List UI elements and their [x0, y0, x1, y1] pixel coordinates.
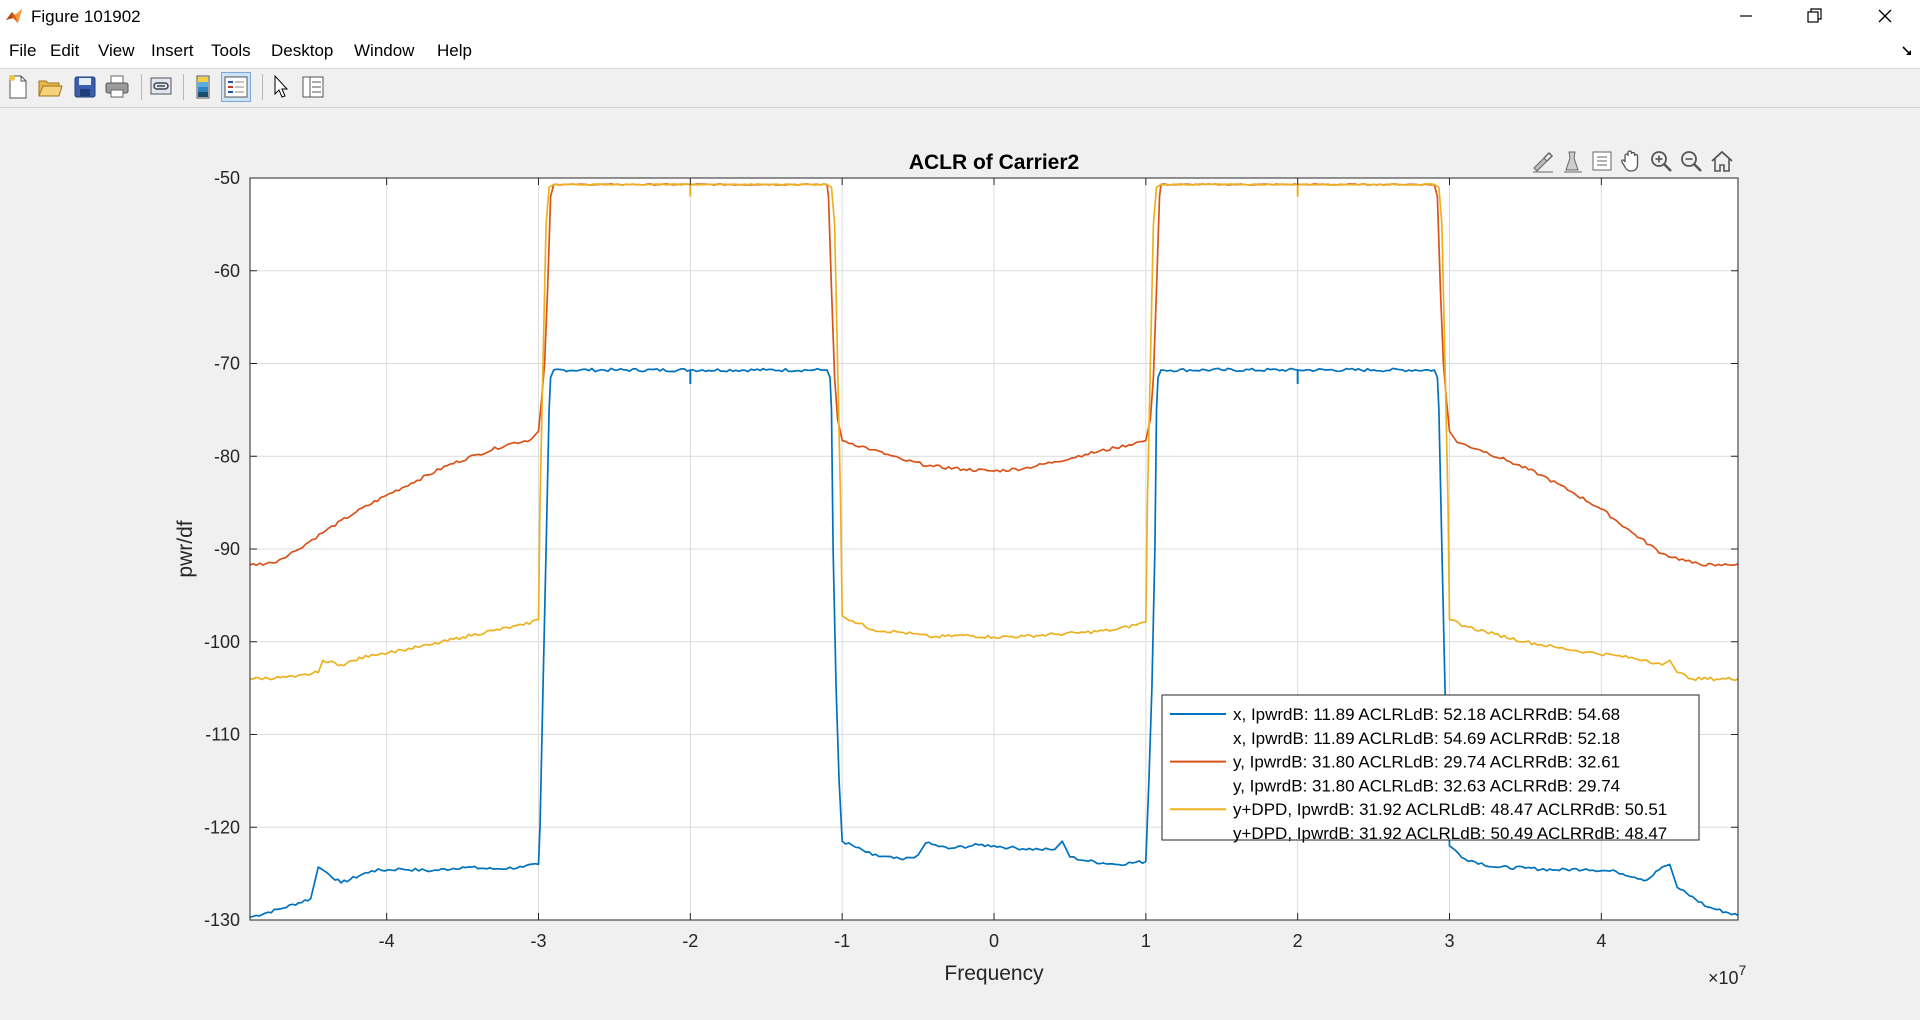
y-tick-label: -110: [205, 725, 240, 745]
new-figure-icon: [9, 75, 27, 99]
x-tick-label: 4: [1596, 931, 1606, 951]
y-tick-label: -90: [214, 539, 240, 559]
y-axis-label: pwr/df: [174, 520, 197, 577]
x-tick-label: 3: [1445, 931, 1455, 951]
new-figure-button[interactable]: [3, 72, 33, 102]
close-button[interactable]: [1850, 0, 1920, 34]
data-tips-icon[interactable]: [1589, 148, 1615, 174]
menu-edit[interactable]: Edit: [50, 41, 80, 60]
menu-tools[interactable]: Tools: [211, 41, 251, 60]
legend-entry: y+DPD, IpwrdB: 31.92 ACLRLdB: 50.49 ACLR…: [1233, 824, 1667, 843]
toolbar-separator: [141, 74, 142, 100]
legend-box: [1161, 694, 1700, 841]
x-tick-label: 0: [989, 931, 999, 951]
open-file-icon: [38, 80, 63, 97]
series-line-x: [250, 367, 1738, 919]
legend-icon: [224, 76, 248, 98]
save-button[interactable]: [70, 72, 100, 102]
y-tick-label: -100: [204, 632, 240, 652]
y-tick-label: -70: [214, 354, 240, 374]
plot-area: [250, 178, 1738, 920]
minimize-icon: [1740, 15, 1752, 17]
legend-entry: x, IpwrdB: 11.89 ACLRLdB: 52.18 ACLRRdB:…: [1233, 705, 1620, 724]
legend[interactable]: x, IpwrdB: 11.89 ACLRLdB: 52.18 ACLRRdB:…: [1161, 694, 1700, 843]
minimize-button[interactable]: [1710, 0, 1780, 34]
legend-entry: x, IpwrdB: 11.89 ACLRLdB: 54.69 ACLRRdB:…: [1233, 729, 1620, 748]
menu-view[interactable]: View: [98, 41, 135, 60]
data-cursor-icon[interactable]: [1560, 148, 1586, 174]
menu-desktop[interactable]: Desktop: [271, 41, 334, 60]
edit-plot-icon: [274, 74, 289, 98]
series-lines: [250, 183, 1738, 919]
x-exponent-base: ×10: [1708, 968, 1739, 988]
x-tick-label: 1: [1141, 931, 1151, 951]
link-plot-icon: [150, 77, 172, 95]
restore-button[interactable]: [1780, 0, 1850, 34]
link-plot-button[interactable]: [146, 72, 176, 102]
x-tick-label: -1: [834, 931, 850, 951]
print-icon: [105, 75, 129, 98]
property-inspector-icon: [302, 76, 324, 98]
window-title: Figure 101902: [31, 7, 141, 26]
close-icon: [1878, 9, 1892, 23]
legend-entry: y, IpwrdB: 31.80 ACLRLdB: 29.74 ACLRRdB:…: [1233, 753, 1620, 772]
x-tick-label: -4: [379, 931, 395, 951]
print-button[interactable]: [102, 72, 132, 102]
property-inspector-button[interactable]: [298, 72, 328, 102]
y-tick-label: -120: [204, 817, 240, 837]
axis-ticks: -4 -3 -2 -1 0 1 2 3 4 -50 -60 -70 -80 -90 -100 -110 -120…: [204, 168, 1738, 951]
y-tick-label: -60: [214, 261, 240, 281]
series-line-ydpd: [250, 183, 1738, 682]
save-icon: [74, 76, 96, 98]
y-tick-label: -130: [204, 910, 240, 930]
zoom-in-icon[interactable]: [1648, 148, 1674, 174]
zoom-out-icon[interactable]: [1678, 148, 1704, 174]
x-tick-label: -3: [530, 931, 546, 951]
y-tick-label: -80: [214, 446, 240, 466]
y-tick-label: -50: [214, 168, 240, 188]
menu-file[interactable]: File: [9, 41, 37, 60]
edit-plot-button[interactable]: [266, 72, 296, 102]
x-axis-label: Frequency: [944, 962, 1044, 985]
x-tick-label: 2: [1293, 931, 1303, 951]
brush-icon[interactable]: [1530, 148, 1556, 174]
matlab-logo-icon: [6, 9, 22, 23]
legend-entry: y, IpwrdB: 31.80 ACLRLdB: 32.63 ACLRRdB:…: [1233, 776, 1620, 795]
menu-insert[interactable]: Insert: [151, 41, 194, 60]
axes-box: [249, 177, 1739, 921]
x-tick-label: -2: [682, 931, 698, 951]
series-line-y: [250, 183, 1738, 567]
legend-entry: y+DPD, IpwrdB: 31.92 ACLRLdB: 48.47 ACLR…: [1233, 800, 1667, 819]
x-exponent-label: ×107: [1708, 962, 1747, 988]
menu-window[interactable]: Window: [354, 41, 415, 60]
toolbar-separator: [183, 74, 184, 100]
figure-toolbar: [0, 69, 1920, 108]
colorbar-button[interactable]: [188, 72, 218, 102]
home-icon[interactable]: [1709, 148, 1735, 174]
toolbar-separator: [262, 74, 263, 100]
chart-title: ACLR of Carrier2: [909, 151, 1079, 174]
menu-bar: File Edit View Insert Tools Desktop Wind…: [0, 34, 1920, 69]
pan-icon[interactable]: [1618, 148, 1644, 174]
open-file-button[interactable]: [35, 72, 65, 102]
grid-lines: [250, 177, 1738, 921]
legend-button[interactable]: [221, 72, 251, 102]
dock-figure-icon[interactable]: [1900, 44, 1914, 58]
window-titlebar: Figure 101902: [0, 0, 1920, 34]
x-exponent-power: 7: [1739, 962, 1747, 978]
restore-icon: [1807, 8, 1822, 23]
menu-help[interactable]: Help: [437, 41, 472, 60]
colorbar-icon: [196, 75, 210, 99]
